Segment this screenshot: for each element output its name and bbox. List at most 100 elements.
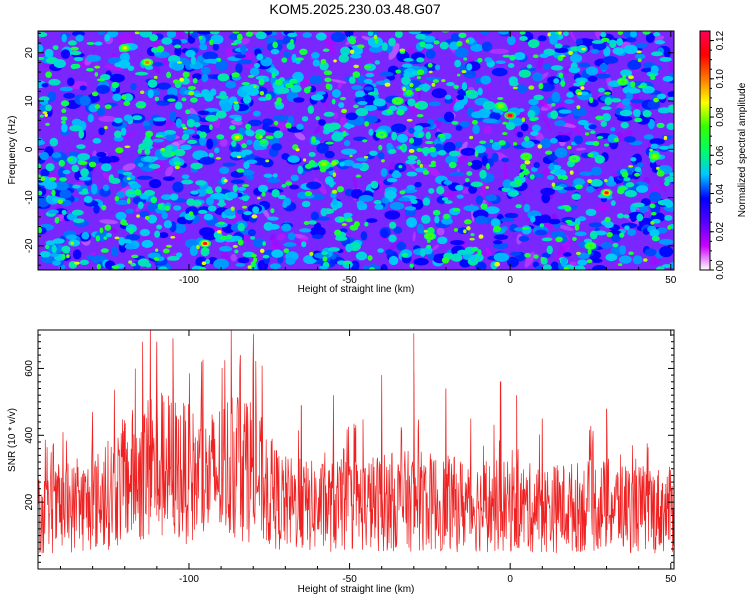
heatmap-cell — [108, 174, 115, 183]
heatmap-cell — [625, 37, 637, 43]
heatmap-cell — [428, 164, 437, 168]
colorbar-tick-label: 0.00 — [715, 260, 726, 280]
heatmap-cell — [179, 77, 184, 82]
heatmap-cell — [205, 258, 211, 265]
heatmap-cell — [501, 187, 511, 192]
heatmap-cell — [283, 248, 290, 254]
heatmap-cell — [416, 69, 425, 76]
heatmap-cell — [455, 184, 464, 191]
snr-x-tick-label: -50 — [342, 574, 357, 585]
heatmap-cell — [304, 163, 313, 169]
heatmap-cell — [263, 173, 273, 178]
heatmap-cell — [230, 179, 245, 184]
heatmap-cell — [201, 261, 207, 266]
heatmap-cell — [164, 205, 171, 211]
heatmap-cell — [495, 60, 506, 65]
heatmap-cell — [252, 110, 261, 117]
heatmap-cell — [587, 248, 592, 255]
heatmap-cell — [49, 137, 59, 147]
heatmap-cell — [565, 219, 573, 224]
heatmap-cell — [620, 69, 633, 77]
heatmap-frame — [37, 30, 675, 271]
heatmap-cell — [180, 144, 192, 151]
heatmap-cell — [40, 168, 50, 178]
heatmap-cell — [586, 186, 595, 193]
heatmap-cell — [531, 124, 541, 132]
heatmap-cell — [589, 96, 594, 104]
heatmap-cell — [563, 267, 570, 270]
heatmap-cell — [342, 260, 351, 265]
heatmap-cell — [188, 211, 194, 217]
heatmap-cell — [194, 93, 205, 98]
heatmap-cell — [81, 231, 90, 240]
heatmap-cell — [273, 120, 279, 126]
heatmap-cell — [408, 148, 415, 153]
heatmap-cell — [237, 239, 244, 246]
heatmap-cell — [215, 60, 229, 71]
heatmap-cell — [667, 90, 674, 98]
heatmap-cell — [619, 232, 625, 238]
heatmap-cell — [428, 101, 441, 107]
heatmap-cell — [540, 187, 556, 196]
heatmap-cell — [551, 182, 556, 187]
heatmap-cell — [610, 127, 616, 132]
heatmap-cell — [579, 91, 589, 96]
heatmap-cell — [57, 199, 64, 204]
heatmap-cell — [554, 43, 563, 49]
colorbar-gradient — [699, 30, 711, 271]
heatmap-cell — [231, 72, 240, 78]
heatmap-cell — [299, 228, 312, 233]
heatmap-cell — [247, 119, 263, 127]
heatmap-cell — [563, 252, 572, 257]
heatmap-cell — [444, 98, 453, 104]
heatmap-cell — [61, 253, 66, 260]
heatmap-cell — [126, 191, 135, 195]
heatmap-cell — [611, 234, 621, 243]
heatmap-cell — [401, 76, 411, 85]
heatmap-cell — [415, 87, 421, 92]
heatmap-cell — [480, 203, 488, 210]
heatmap-cell — [241, 195, 249, 202]
heatmap-cell — [380, 159, 385, 163]
heatmap-cell — [479, 169, 487, 179]
heatmap-cell — [301, 241, 307, 248]
heatmap-cell — [355, 157, 368, 162]
heatmap-cell — [161, 211, 168, 220]
heatmap-cell — [67, 157, 74, 162]
heatmap-cell — [548, 218, 561, 225]
heatmap-cell — [448, 150, 461, 157]
heatmap-cell — [45, 104, 52, 112]
heatmap-ridge — [276, 233, 286, 241]
heatmap-cell — [437, 150, 447, 156]
heatmap-cell — [538, 82, 544, 90]
heatmap-cell — [409, 82, 414, 88]
heatmap-cell — [174, 46, 182, 57]
heatmap-cell — [333, 59, 337, 63]
heatmap-cell — [197, 110, 210, 116]
heatmap-cell — [295, 57, 304, 61]
heatmap-cell — [136, 214, 140, 218]
heatmap-cell — [484, 57, 493, 63]
heatmap-cell — [634, 53, 646, 60]
heatmap-cell — [59, 177, 67, 182]
heatmap-cell — [45, 71, 52, 78]
heatmap-cell — [606, 231, 613, 238]
heatmap-cell — [73, 63, 81, 69]
heatmap-cell — [220, 102, 232, 112]
heatmap-cell — [441, 197, 449, 201]
heatmap-cell — [418, 132, 423, 138]
heatmap-cell — [101, 204, 107, 211]
chart-title: KOM5.2025.230.03.48.G07 — [269, 1, 440, 17]
heatmap-cell — [198, 266, 207, 270]
heatmap-cell — [167, 255, 180, 261]
heatmap-cell — [427, 62, 433, 68]
heatmap-cell — [537, 35, 547, 42]
heatmap-cell — [69, 50, 82, 56]
heatmap-cell — [191, 31, 198, 39]
heatmap-cell — [258, 78, 265, 86]
heatmap-cell — [162, 248, 170, 254]
heatmap-cell — [283, 242, 297, 248]
snr-x-ticks: -100 -50 0 50 — [59, 330, 677, 585]
heatmap-cell — [274, 79, 283, 86]
heatmap-cell — [617, 263, 623, 267]
